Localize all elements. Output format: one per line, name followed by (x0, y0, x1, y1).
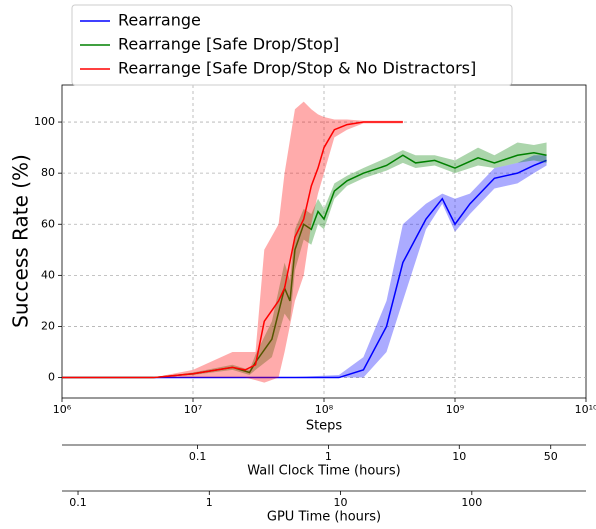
series-line (62, 159, 547, 379)
y-axis-label: Success Rate (%) (9, 154, 33, 328)
x-tick-label: 10⁷ (184, 403, 202, 416)
y-tick-label: 100 (34, 115, 55, 128)
secondary-tick-label: 1 (206, 496, 213, 509)
series-line (62, 121, 403, 379)
secondary-tick-label: 10 (452, 450, 466, 463)
x-axis-label: Steps (306, 419, 343, 434)
confidence-band (62, 101, 403, 383)
y-tick-label: 80 (41, 166, 55, 179)
x-tick-label: 10¹⁰ (575, 403, 596, 416)
secondary-tick-label: 10 (334, 496, 348, 509)
confidence-band (62, 155, 547, 378)
secondary-tick-label: 1 (325, 450, 332, 463)
secondary-tick-label: 50 (544, 450, 558, 463)
legend-box (71, 4, 513, 86)
secondary-tick-label: 100 (461, 496, 482, 509)
y-tick-label: 40 (41, 268, 55, 281)
x-tick-label: 10⁶ (53, 403, 72, 416)
legend-label: Rearrange [Safe Drop/Stop & No Distracto… (118, 59, 476, 78)
secondary-axis-label: GPU Time (hours) (267, 510, 381, 525)
x-tick-label: 10⁹ (446, 403, 464, 416)
legend-label: Rearrange (118, 11, 201, 30)
y-tick-label: 60 (41, 217, 55, 230)
secondary-axis-label: Wall Clock Time (hours) (247, 464, 400, 479)
y-tick-label: 0 (48, 371, 55, 384)
y-tick-label: 20 (41, 319, 55, 332)
x-tick-label: 10⁸ (315, 403, 334, 416)
secondary-tick-label: 0.1 (189, 450, 207, 463)
confidence-band (62, 142, 547, 378)
series-line (62, 151, 547, 379)
secondary-tick-label: 0.1 (69, 496, 87, 509)
legend-label: Rearrange [Safe Drop/Stop] (118, 35, 339, 54)
